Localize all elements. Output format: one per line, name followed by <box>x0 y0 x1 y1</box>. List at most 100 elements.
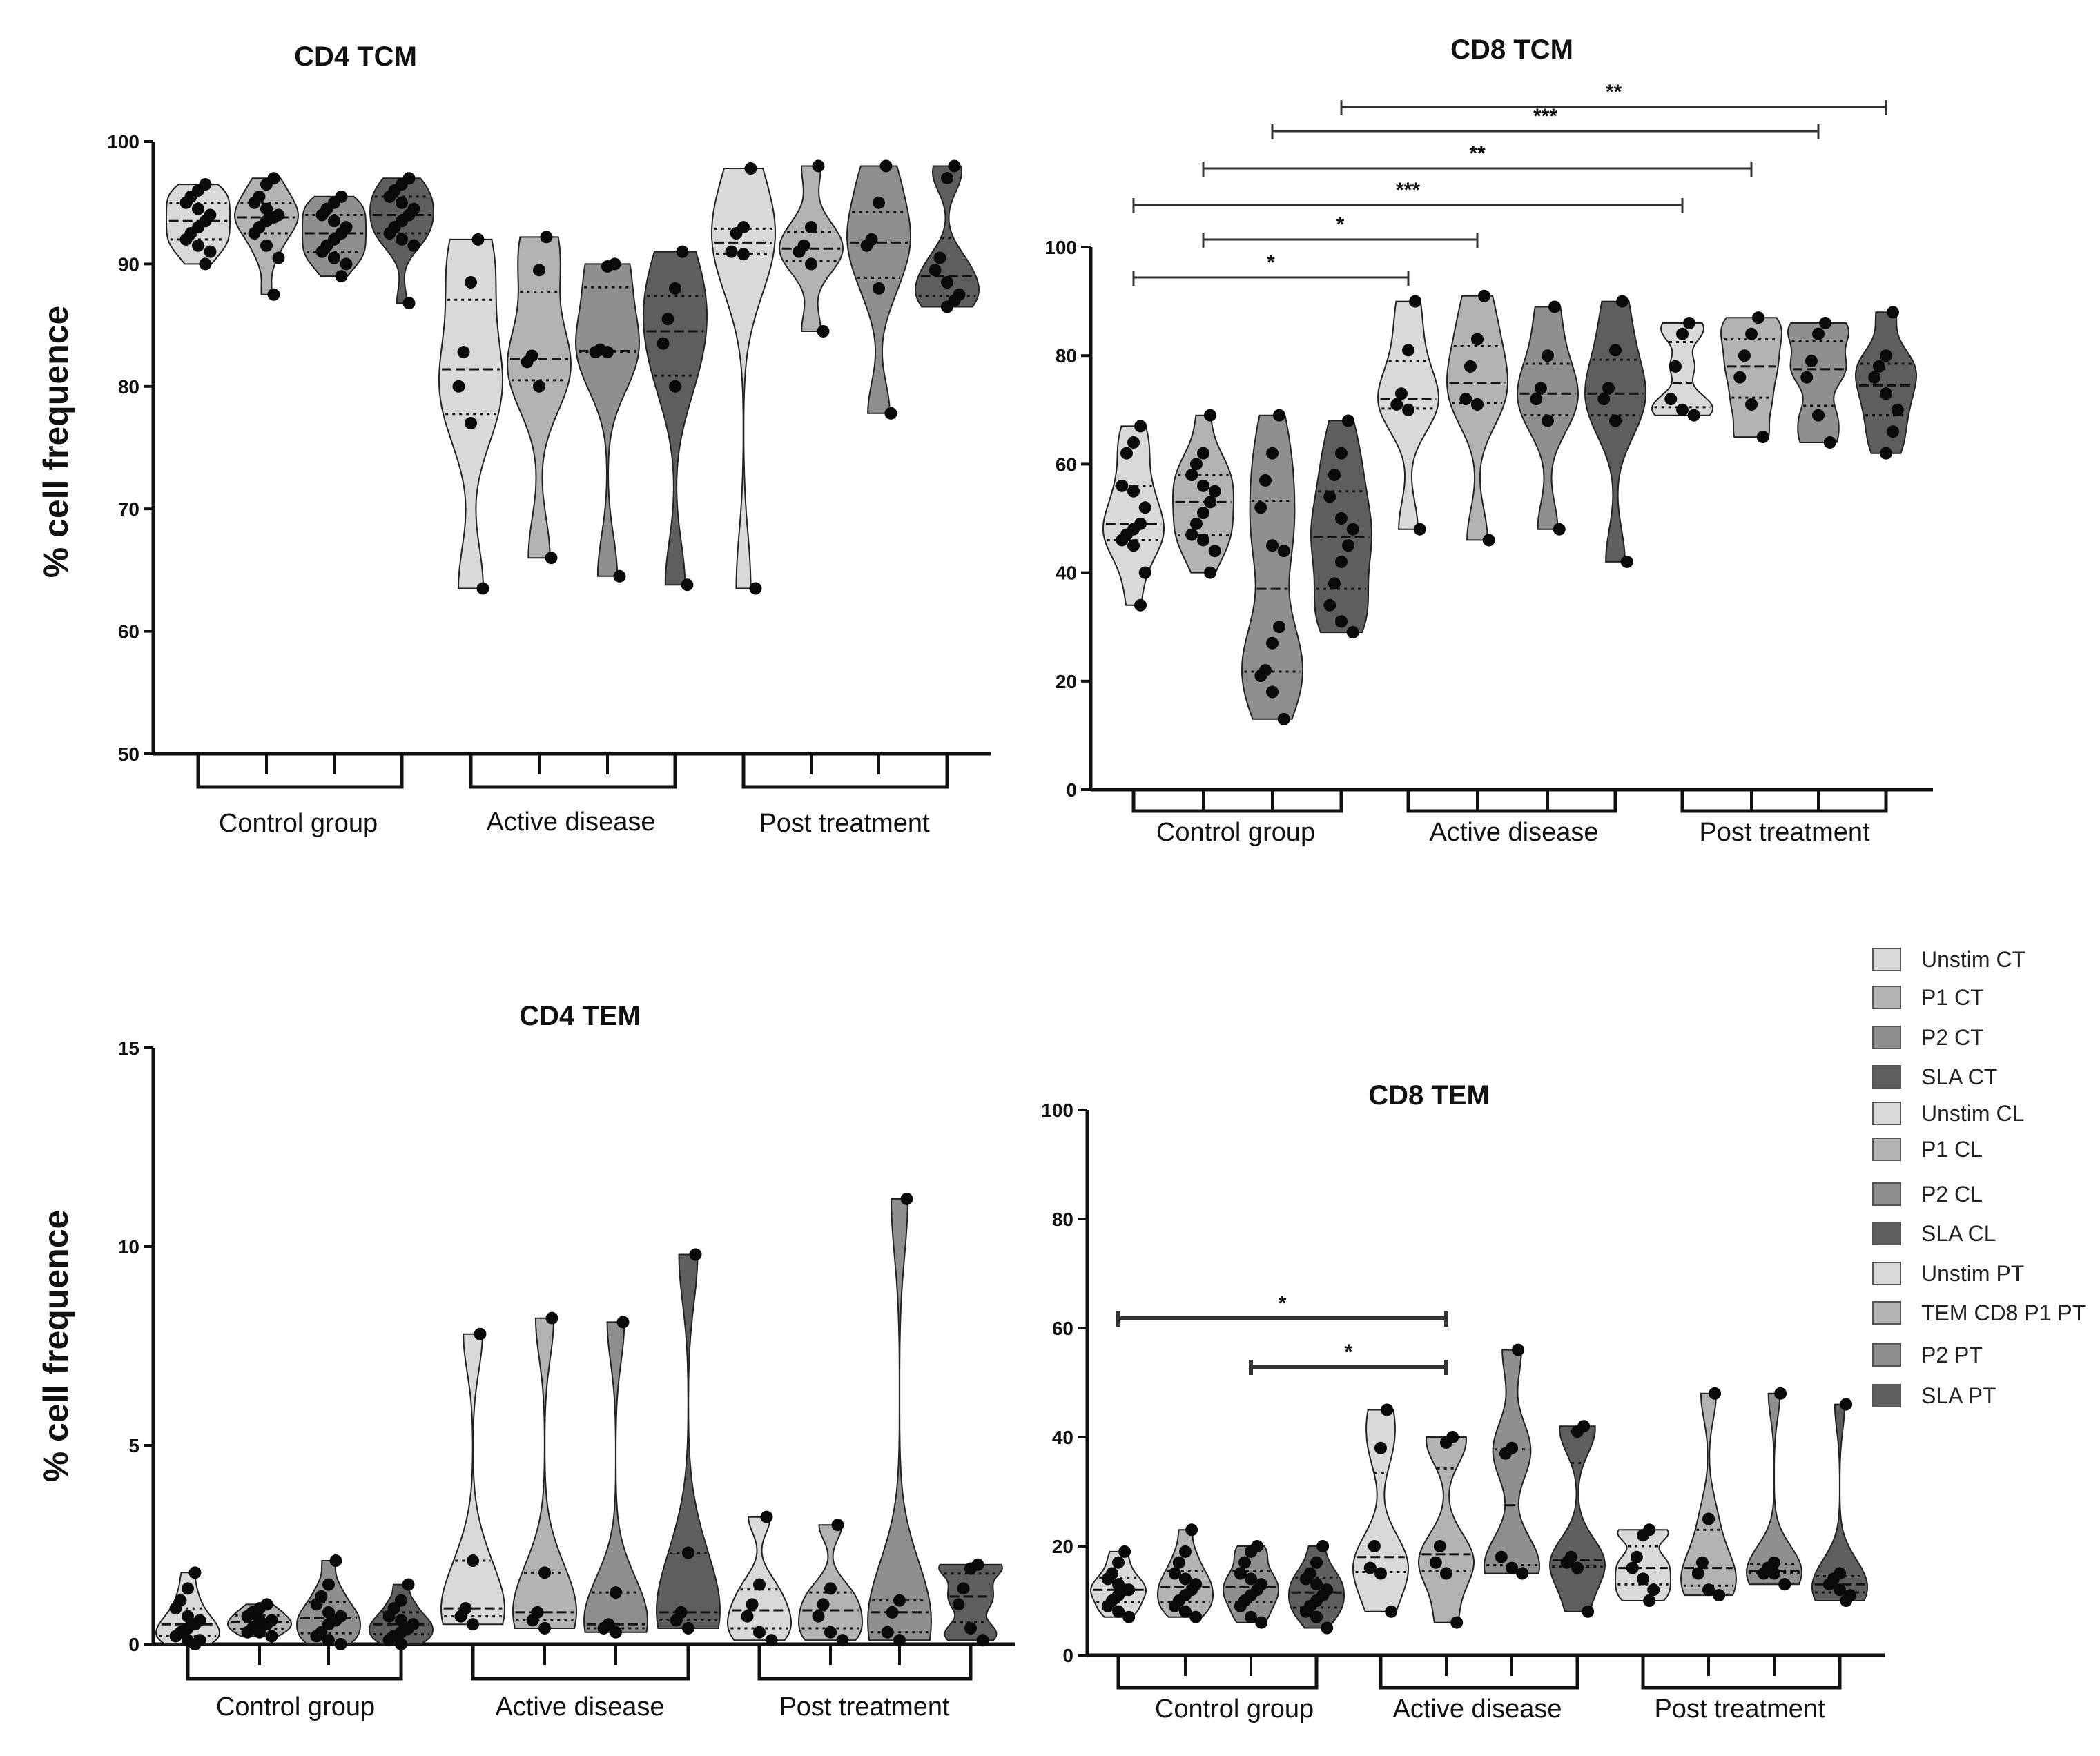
legend-swatch <box>1872 1301 1901 1325</box>
data-point <box>1299 1572 1312 1586</box>
data-point <box>1880 387 1892 400</box>
data-point <box>169 1602 182 1615</box>
data-point <box>1374 1567 1387 1580</box>
data-point <box>1643 1594 1656 1607</box>
data-point <box>1506 1561 1518 1574</box>
violin <box>1446 295 1509 541</box>
data-point <box>1394 387 1408 400</box>
data-point <box>1266 685 1279 699</box>
y-tick-label: 100 <box>1041 1100 1073 1121</box>
data-point <box>335 270 348 283</box>
y-tick-label: 90 <box>118 253 139 275</box>
data-point <box>1757 1567 1770 1580</box>
data-point <box>538 1621 551 1635</box>
data-point <box>1316 1540 1330 1552</box>
data-point <box>1880 349 1892 362</box>
y-tick-label: 80 <box>1052 1209 1073 1230</box>
data-point <box>1774 1387 1787 1400</box>
data-point <box>1335 555 1348 568</box>
violin <box>1310 420 1373 634</box>
data-point <box>179 196 193 209</box>
data-point <box>1185 469 1198 482</box>
data-point <box>260 178 273 191</box>
data-point <box>1687 409 1700 422</box>
data-point <box>1840 1594 1853 1607</box>
legend-swatch <box>1872 1026 1901 1049</box>
data-point <box>737 248 750 261</box>
significance-label: *** <box>1396 179 1420 202</box>
data-point <box>1112 1605 1125 1618</box>
data-point <box>1582 1605 1595 1618</box>
data-point <box>1464 360 1477 373</box>
data-point <box>1335 447 1348 460</box>
data-point <box>1402 403 1414 416</box>
data-point <box>805 221 817 234</box>
data-point <box>873 282 885 295</box>
data-point <box>315 245 329 258</box>
group-label-cd8-tcm-post: Post treatment <box>1699 818 1870 847</box>
y-tick-label: 20 <box>1052 1536 1073 1557</box>
data-point <box>1273 621 1286 634</box>
violin <box>1241 414 1304 720</box>
data-point <box>476 582 489 595</box>
data-point <box>1805 355 1818 368</box>
violin <box>1651 322 1713 416</box>
data-point <box>1872 360 1885 373</box>
violin <box>1615 1529 1671 1601</box>
data-point <box>1381 1403 1394 1416</box>
data-point <box>1402 344 1414 357</box>
data-point <box>1768 1567 1780 1580</box>
violin <box>1720 317 1783 438</box>
legend-label: SLA CT <box>1921 1064 1997 1089</box>
data-point <box>1134 598 1147 612</box>
data-point <box>1299 1605 1312 1618</box>
data-point <box>407 239 420 252</box>
data-point <box>328 251 340 264</box>
violin <box>1352 1409 1410 1612</box>
data-point <box>860 239 873 252</box>
data-point <box>533 380 545 393</box>
group-bracket <box>1116 1655 1319 1690</box>
group-label-cd4-tem-active: Active disease <box>495 1692 664 1721</box>
data-point <box>682 1621 694 1635</box>
data-point <box>831 1519 844 1532</box>
data-point <box>1254 669 1267 682</box>
data-point <box>1616 295 1629 308</box>
data-point <box>1542 349 1554 362</box>
data-point <box>1197 534 1209 547</box>
group-bracket <box>186 1644 403 1681</box>
data-point <box>933 251 946 264</box>
data-point <box>241 1626 254 1639</box>
data-point <box>265 1630 278 1643</box>
data-point <box>1495 1550 1508 1563</box>
y-tick-label: 15 <box>118 1037 139 1059</box>
data-point <box>1752 311 1765 324</box>
legend-item: TEM CD8 P1 PT <box>1872 1300 2086 1325</box>
data-point <box>1440 1436 1452 1449</box>
data-point <box>340 257 353 271</box>
data-point <box>1702 1583 1715 1597</box>
data-point <box>1197 507 1209 520</box>
data-point <box>329 1554 342 1568</box>
data-point <box>1189 1610 1203 1623</box>
data-point <box>1112 1556 1125 1569</box>
legend-label: SLA CL <box>1921 1221 1996 1246</box>
data-point <box>383 227 396 240</box>
data-point <box>682 1546 694 1559</box>
data-point <box>893 1634 906 1647</box>
data-point <box>457 346 470 359</box>
data-point <box>1683 317 1696 330</box>
data-point <box>1390 398 1403 411</box>
legend-label: P2 CT <box>1921 1025 1984 1050</box>
data-point <box>670 1614 683 1627</box>
y-tick-label: 70 <box>118 498 139 520</box>
data-point <box>1664 393 1678 406</box>
violin <box>1483 1349 1541 1574</box>
data-point <box>1499 1447 1512 1460</box>
data-point <box>402 297 416 310</box>
data-point <box>1800 371 1814 384</box>
data-point <box>396 233 408 246</box>
data-point <box>1258 474 1272 487</box>
data-point <box>669 380 681 393</box>
data-point <box>1630 1550 1643 1563</box>
